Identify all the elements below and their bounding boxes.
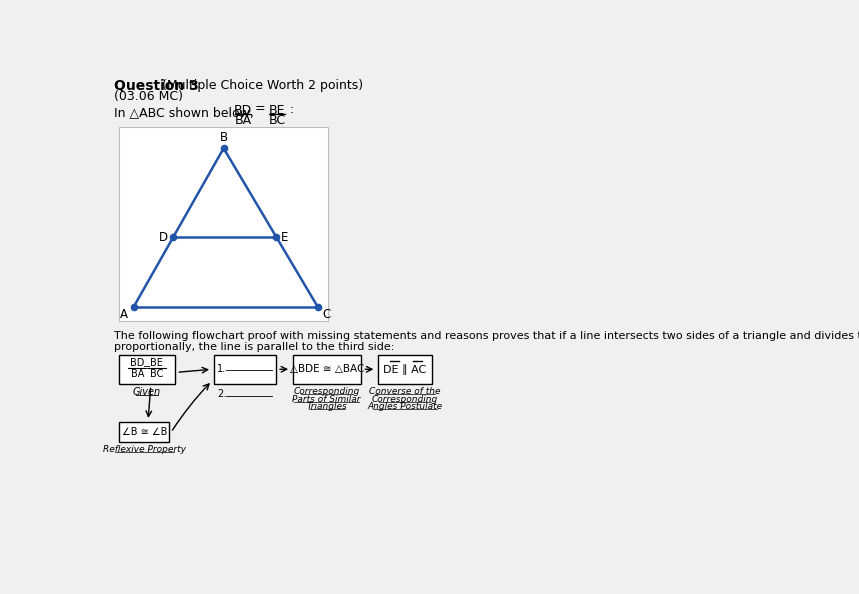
Text: DE ∥ AC: DE ∥ AC [383, 364, 427, 375]
Text: 2.: 2. [217, 388, 227, 399]
FancyBboxPatch shape [119, 422, 169, 443]
Text: BE: BE [269, 103, 285, 116]
Text: Triangles: Triangles [307, 402, 347, 412]
Text: D: D [159, 230, 168, 244]
Text: Reflexive Property: Reflexive Property [103, 445, 186, 454]
Text: BC: BC [269, 115, 286, 127]
Text: (Multiple Choice Worth 2 points): (Multiple Choice Worth 2 points) [161, 79, 362, 92]
FancyBboxPatch shape [119, 127, 328, 321]
FancyBboxPatch shape [214, 355, 276, 384]
Text: =: = [255, 103, 265, 115]
FancyBboxPatch shape [378, 355, 432, 384]
Text: =: = [143, 364, 151, 374]
Text: Parts of Similar: Parts of Similar [292, 394, 361, 404]
Text: BD: BD [131, 359, 145, 368]
Text: ∠B ≅ ∠B: ∠B ≅ ∠B [121, 428, 167, 437]
Text: BA: BA [235, 115, 252, 127]
FancyBboxPatch shape [293, 355, 361, 384]
Text: 1.: 1. [217, 364, 227, 374]
FancyArrowPatch shape [365, 366, 372, 372]
Text: The following flowchart proof with missing statements and reasons proves that if: The following flowchart proof with missi… [113, 331, 859, 341]
Text: Angles Postulate: Angles Postulate [368, 402, 442, 412]
FancyArrowPatch shape [146, 388, 151, 416]
Text: Corresponding: Corresponding [294, 387, 360, 396]
Text: E: E [281, 230, 289, 244]
FancyBboxPatch shape [119, 355, 174, 384]
Text: (03.06 MC): (03.06 MC) [113, 90, 183, 103]
Text: C: C [322, 308, 331, 321]
Text: BA: BA [131, 369, 144, 380]
Text: Question 3: Question 3 [113, 79, 198, 93]
FancyArrowPatch shape [173, 384, 209, 430]
FancyArrowPatch shape [180, 367, 208, 373]
Text: Converse of the: Converse of the [369, 387, 441, 396]
Text: BD: BD [234, 103, 253, 116]
Text: Corresponding: Corresponding [372, 394, 438, 404]
Text: :: : [289, 103, 294, 115]
Text: proportionally, the line is parallel to the third side:: proportionally, the line is parallel to … [113, 342, 394, 352]
Text: A: A [120, 308, 128, 321]
Text: Given: Given [133, 387, 161, 397]
Text: BC: BC [149, 369, 163, 380]
Text: BE: BE [149, 359, 162, 368]
Text: B: B [220, 131, 228, 144]
Text: △BDE ≅ △BAC: △BDE ≅ △BAC [289, 364, 364, 374]
FancyArrowPatch shape [280, 366, 287, 372]
Text: In △ABC shown below,: In △ABC shown below, [113, 107, 253, 120]
